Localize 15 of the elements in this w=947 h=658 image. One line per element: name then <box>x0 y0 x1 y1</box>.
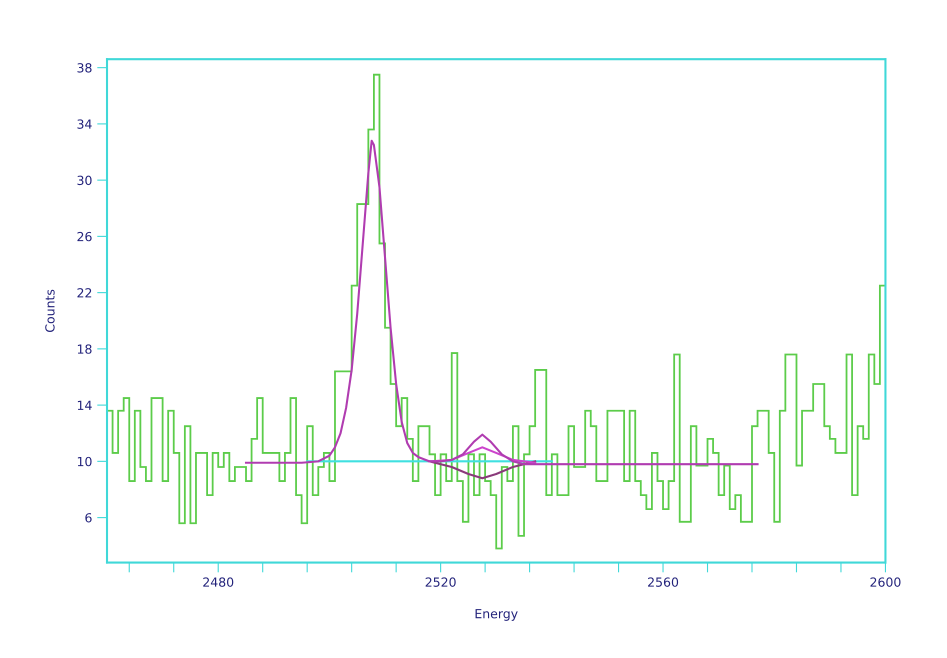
y-tick-label: 26 <box>77 232 92 242</box>
y-axis-title: Counts <box>45 290 55 332</box>
y-tick-label: 30 <box>77 176 92 186</box>
y-tick-label: 34 <box>77 119 92 129</box>
x-tick-label: 2520 <box>426 577 456 587</box>
y-tick-label: 18 <box>78 344 92 354</box>
x-axis-title: Energy <box>476 609 518 621</box>
y-tick-label: 14 <box>78 400 92 410</box>
y-tick-label: 22 <box>77 288 92 298</box>
y-tick-label: 6 <box>85 513 92 523</box>
x-tick-label: 2560 <box>648 577 678 587</box>
x-tick-label: 2600 <box>870 577 901 587</box>
y-tick-label: 38 <box>77 63 92 73</box>
y-tick-label: 10 <box>78 456 92 466</box>
x-tick-label: 2480 <box>203 577 234 587</box>
